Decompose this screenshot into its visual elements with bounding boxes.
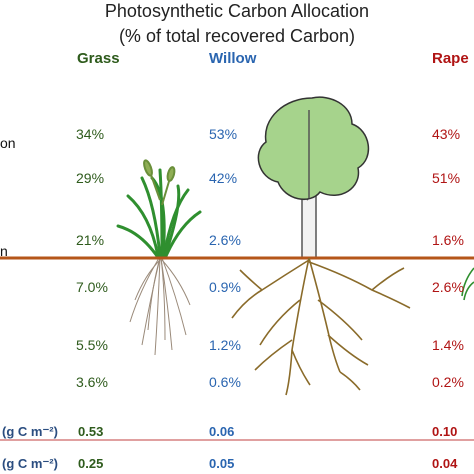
row-label-3: n bbox=[0, 243, 8, 259]
row-label-1: on bbox=[0, 135, 16, 151]
grass-bottom-value: 0.25 bbox=[78, 456, 104, 471]
willow-value: 0.6% bbox=[209, 374, 241, 390]
willow-tree-illustration bbox=[257, 96, 370, 259]
willow-value: 2.6% bbox=[209, 232, 241, 248]
grass-value: 29% bbox=[76, 170, 105, 186]
rape-value: 1.6% bbox=[432, 232, 464, 248]
rape-value: 43% bbox=[432, 126, 461, 142]
willow-roots-illustration bbox=[231, 257, 411, 396]
column-header-willow: Willow bbox=[209, 50, 257, 67]
grass-roots-illustration bbox=[129, 257, 191, 356]
willow-value: 0.9% bbox=[209, 279, 241, 295]
grass-value: 21% bbox=[76, 232, 105, 248]
diagram-subtitle: (% of total recovered Carbon) bbox=[118, 26, 356, 46]
rape-value: 2.6% bbox=[432, 279, 464, 295]
willow-value: 42% bbox=[209, 170, 238, 186]
rape-bottom-value: 0.10 bbox=[432, 424, 458, 439]
column-header-grass: Grass bbox=[77, 50, 120, 67]
grass-plant-illustration bbox=[116, 168, 202, 258]
rape-plant-illustration bbox=[461, 267, 474, 301]
column-header-rape: Rape bbox=[432, 50, 469, 67]
grass-value: 34% bbox=[76, 126, 105, 142]
willow-bottom-value: 0.05 bbox=[209, 456, 235, 471]
rape-value: 0.2% bbox=[432, 374, 464, 390]
grass-seedhead-illustration bbox=[143, 159, 176, 206]
willow-value: 53% bbox=[209, 126, 238, 142]
grass-bottom-value: 0.53 bbox=[78, 424, 104, 439]
willow-value: 1.2% bbox=[209, 337, 241, 353]
diagram-title: Photosynthetic Carbon Allocation bbox=[104, 1, 370, 21]
bottom-row-label: (g C m⁻²) bbox=[2, 424, 58, 439]
bottom-row-label: (g C m⁻²) bbox=[2, 456, 58, 471]
grass-value: 3.6% bbox=[76, 374, 108, 390]
grass-value: 5.5% bbox=[76, 337, 108, 353]
grass-value: 7.0% bbox=[76, 279, 108, 295]
rape-value: 1.4% bbox=[432, 337, 464, 353]
willow-bottom-value: 0.06 bbox=[209, 424, 235, 439]
rape-bottom-value: 0.04 bbox=[432, 456, 458, 471]
rape-value: 51% bbox=[432, 170, 461, 186]
